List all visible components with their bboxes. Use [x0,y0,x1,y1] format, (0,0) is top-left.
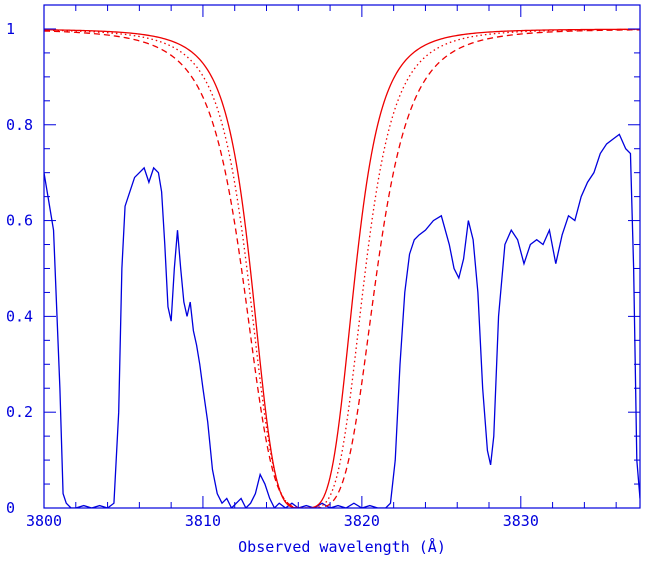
model-line-dashed [44,29,640,508]
series-layer [44,28,640,508]
y-tick-label: 1 [6,20,15,38]
labels-layer: 3800 3810 3820 3830 0 0.2 0.4 0.6 0.8 1 [6,20,539,530]
ticks-layer [43,4,640,509]
y-tick-label: 0.8 [6,116,33,134]
x-tick-label: 3820 [344,512,380,530]
model-line-solid [44,28,640,508]
y-tick-label: 0.4 [6,307,33,325]
x-tick-label: 3810 [185,512,221,530]
plot-area [44,28,640,508]
y-tick-label: 0 [6,499,15,517]
plot-frame [43,4,641,509]
x-tick-label: 3800 [26,512,62,530]
x-axis-label: Observed wavelength (Å) [238,537,446,556]
model-line-dotted [44,28,640,508]
y-tick-label: 0.6 [6,212,33,230]
spectrum-line [44,133,640,508]
y-tick-label: 0.2 [6,403,33,421]
x-tick-label: 3830 [503,512,539,530]
